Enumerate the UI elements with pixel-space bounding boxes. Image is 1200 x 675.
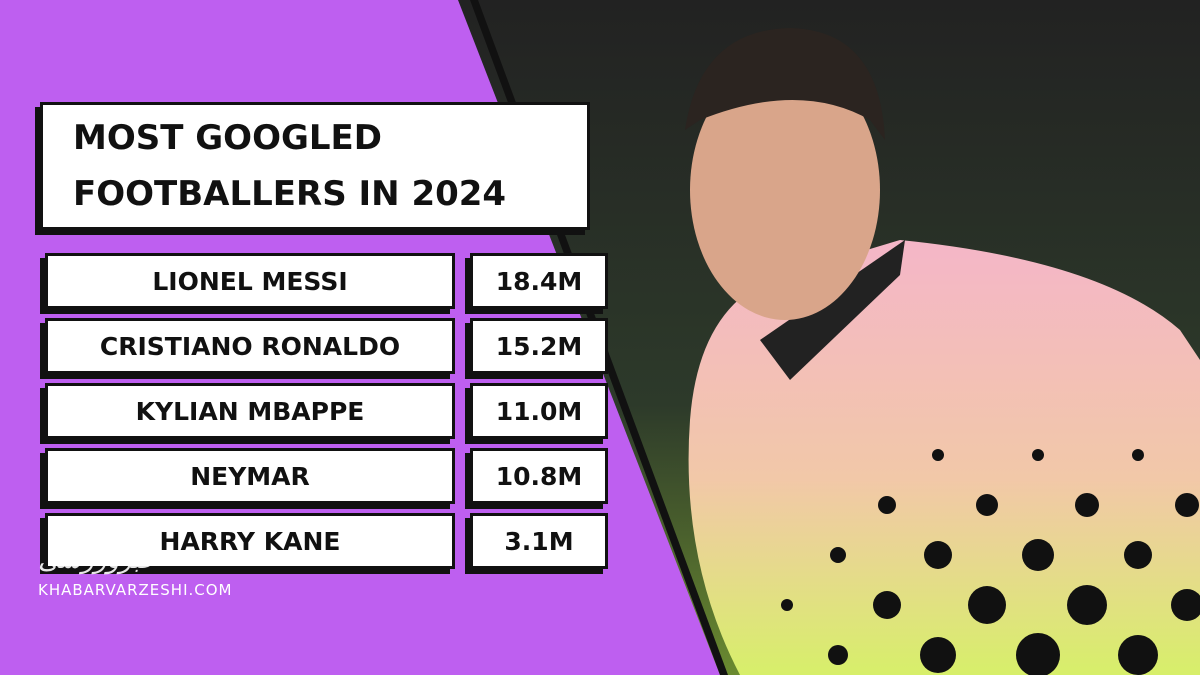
title-line: FOOTBALLERS IN 2024 [73, 174, 507, 214]
search-count: 3.1M [470, 513, 608, 569]
search-count: 11.0M [470, 383, 608, 439]
dot-pattern [781, 449, 1200, 675]
search-count: 15.2M [470, 318, 608, 374]
search-count: 18.4M [470, 253, 608, 309]
collar [760, 240, 905, 380]
title-line: MOST GOOGLED [73, 117, 382, 158]
player-name: KYLIAN MBAPPE [45, 383, 455, 439]
site-name: KHABARVARZESHI.COM [38, 581, 233, 599]
player-name: NEYMAR [45, 448, 455, 504]
player-name: HARRY KANE [45, 513, 455, 569]
watermark: خبرورزشی KHABARVARZESHI.COM [38, 545, 232, 599]
search-count: 10.8M [470, 448, 608, 504]
player-face [690, 60, 880, 320]
player-hair [685, 28, 885, 140]
title-box: MOST GOOGLED FOOTBALLERS IN 2024 [40, 102, 590, 230]
player-name: LIONEL MESSI [45, 253, 455, 309]
player-name: CRISTIANO RONALDO [45, 318, 455, 374]
logo: خبرورزشی [38, 545, 158, 575]
